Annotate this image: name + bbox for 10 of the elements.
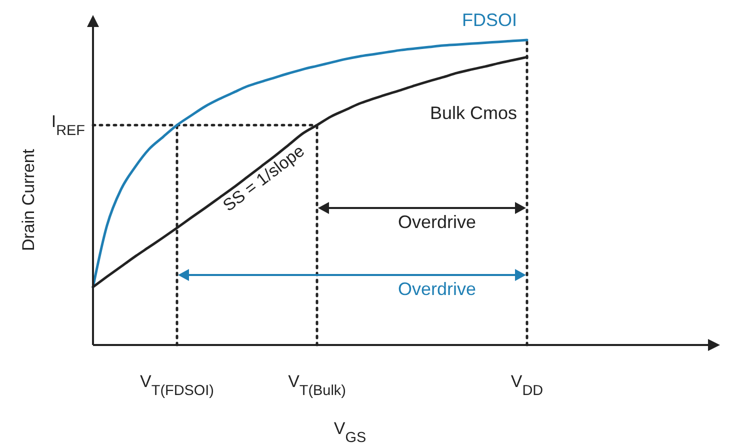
annotation: Overdrive [398,212,476,232]
x-tick-label: V$_{T(FDSOI)}$ [140,372,214,399]
series-label: FDSOI [462,10,517,30]
x-tick-label: V$_{T(Bulk)}$ [288,372,346,399]
series-label: Bulk Cmos [430,103,517,124]
x-axis-title: V$_{GS}$ [334,419,366,444]
annotation: Overdrive [398,279,476,299]
ref-line-label: I$_{REF}$ [51,112,86,140]
y-axis-title: Drain Current [19,148,38,252]
x-tick-label: V$_{DD}$ [510,372,544,399]
